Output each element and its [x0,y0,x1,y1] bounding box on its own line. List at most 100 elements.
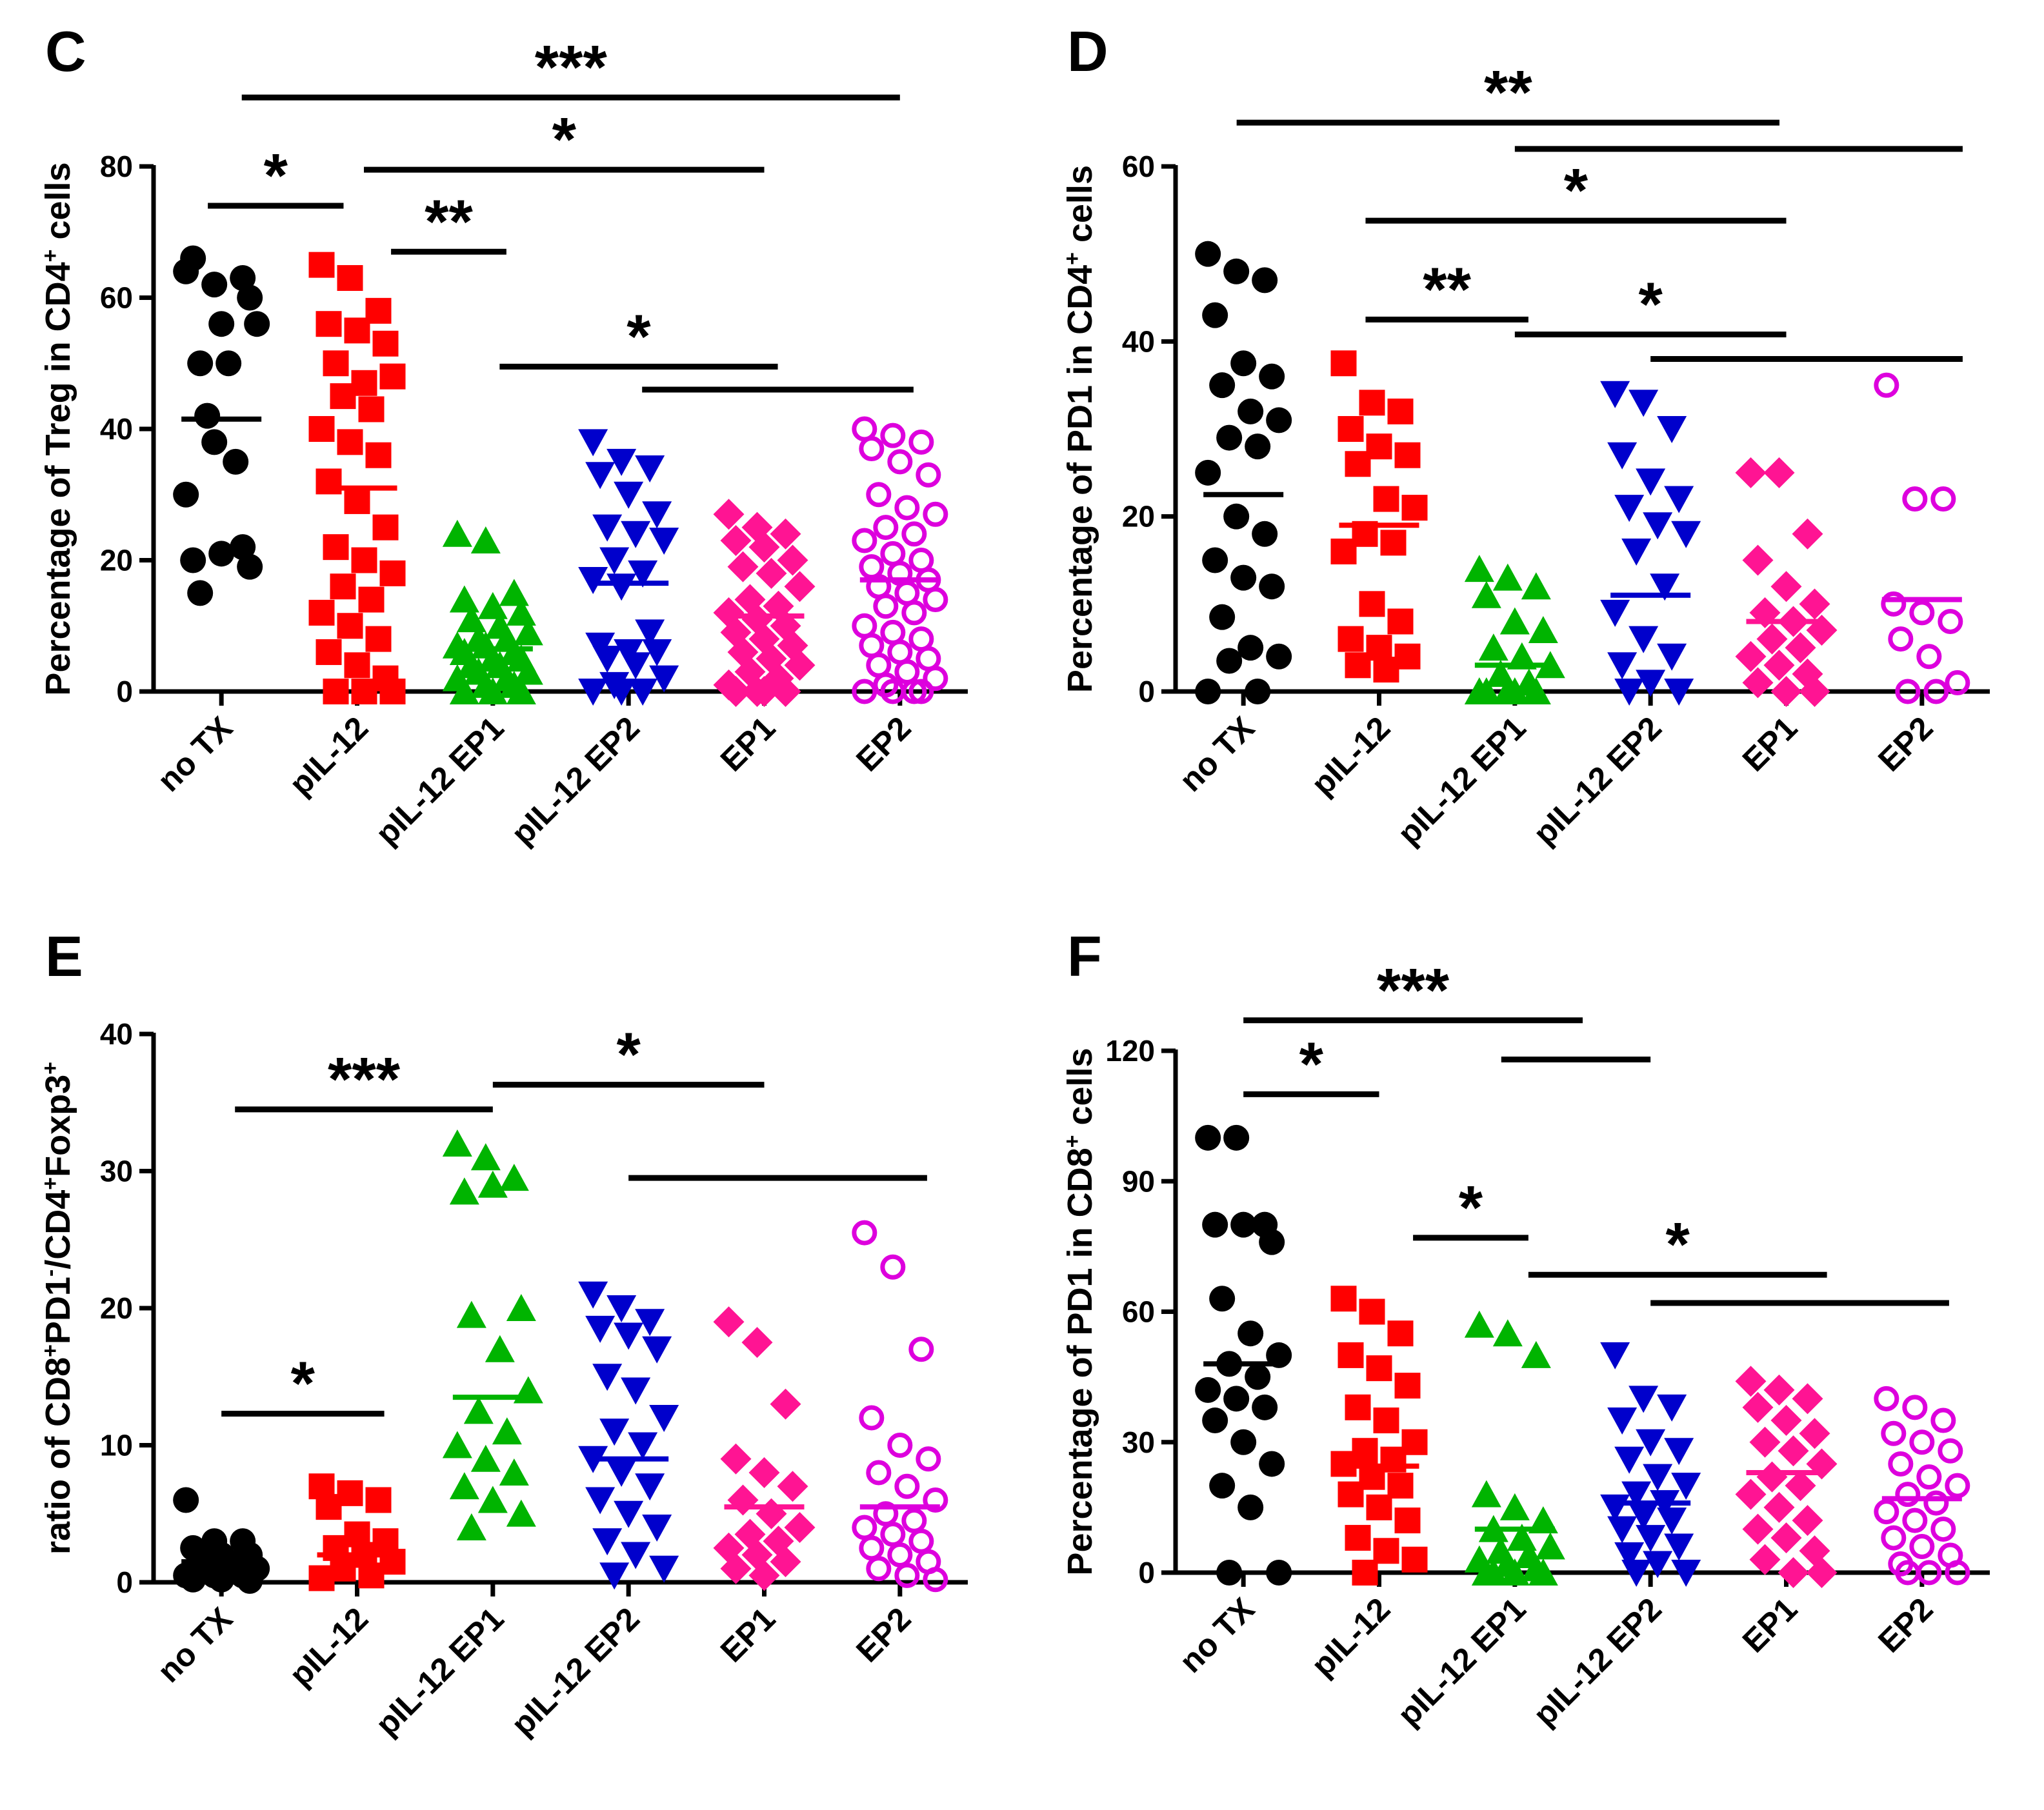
x-tick-label: no TX [150,710,239,799]
significance-stars: * [291,1349,316,1418]
data-point [1259,1451,1285,1477]
data-point [1876,1502,1897,1522]
data-point [1359,390,1385,415]
x-tick-label: EP1 [1736,710,1804,778]
data-point [1736,457,1767,488]
data-point [1621,539,1651,566]
data-point [1750,1427,1781,1458]
series-3 [1600,1342,1701,1587]
data-point [1223,504,1249,530]
data-point [180,1567,206,1593]
data-point [770,1389,801,1420]
y-tick-label: 0 [1138,1556,1155,1589]
data-point [925,590,946,610]
x-tick-label: EP2 [849,710,917,778]
panel-letter: F [1067,924,1102,988]
data-point [1202,1212,1228,1238]
data-point [599,1418,629,1446]
y-tick-label: 30 [100,1155,133,1188]
panel-C: C 0 20 40 60 80 no TX pIL-12 pIL-12 EP1 pIL-12 EP… [0,0,1022,905]
data-point [1331,1286,1357,1311]
series-1 [309,252,406,704]
data-point [1195,1125,1221,1151]
significance-stars: ** [1484,58,1532,127]
panel-letter: E [45,924,83,988]
data-point [1479,633,1508,661]
data-point [1600,600,1630,627]
data-point [337,613,363,639]
significance-stars: *** [328,1045,401,1114]
data-point [1905,1397,1925,1418]
x-tick-label: EP2 [1871,710,1939,778]
data-point [1743,1392,1774,1423]
data-point [471,1445,501,1472]
data-point [1223,259,1249,284]
series-5 [854,1222,946,1590]
y-tick-label: 20 [1122,500,1155,533]
data-point [1657,416,1687,443]
data-point [1933,1410,1954,1431]
data-point [1778,1435,1809,1466]
chart-E: E010203040no TX pIL-12pIL-12 EP1pIL-12 EP… [0,905,1022,1810]
data-point [868,484,889,505]
data-point [1657,1395,1687,1422]
data-point [345,652,370,678]
data-point [309,416,335,442]
data-point [1799,588,1830,619]
data-point [457,1301,486,1328]
data-point [464,1397,494,1424]
data-point [614,1501,643,1528]
x-tick-label: EP2 [849,1600,917,1669]
data-point [1919,646,1939,667]
data-point [883,1257,903,1277]
data-point [578,567,608,594]
data-point [904,1510,925,1531]
data-point [208,541,234,566]
series-4 [714,1306,816,1591]
data-point [1628,626,1658,653]
data-point [1345,451,1371,477]
data-point [1195,241,1221,267]
data-point [1237,635,1263,661]
data-point [883,425,903,446]
data-point [1926,1493,1947,1513]
data-point [1521,1341,1551,1368]
data-point [642,1515,672,1542]
data-point [728,552,759,582]
series-2 [443,520,543,704]
data-point [890,1545,910,1566]
data-point [330,383,356,409]
data-point [1266,1560,1292,1586]
data-point [918,464,939,485]
data-point [854,1222,875,1243]
significance-stars: *** [535,33,608,102]
data-point [777,1471,808,1502]
panel-letter: C [45,19,86,83]
data-point [1331,539,1357,564]
x-tick-label: pIL-12 [1305,1591,1398,1684]
data-point [215,350,241,376]
data-point [635,1309,665,1336]
x-tick-label: no TX [150,1600,239,1689]
data-point [1252,521,1278,547]
data-point [1465,1311,1494,1338]
data-point [173,1487,199,1513]
data-point [1266,407,1292,433]
data-point [1338,626,1364,652]
data-point [1736,641,1767,672]
data-point [1195,1377,1221,1403]
data-point [1890,1453,1911,1474]
data-point [1905,489,1925,510]
x-tick-label: pIL-12 EP2 [1527,1591,1668,1733]
x-tick-label: pIL-12 EP2 [505,710,646,851]
x-tick-label: pIL-12 EP1 [1390,710,1532,851]
data-point [359,1562,385,1588]
data-point [1338,1482,1364,1507]
data-point [316,1494,342,1520]
data-point [499,1164,529,1191]
data-point [649,1556,679,1583]
data-point [1771,676,1802,707]
significance-stars: *** [1377,956,1450,1025]
data-point [585,1316,615,1343]
